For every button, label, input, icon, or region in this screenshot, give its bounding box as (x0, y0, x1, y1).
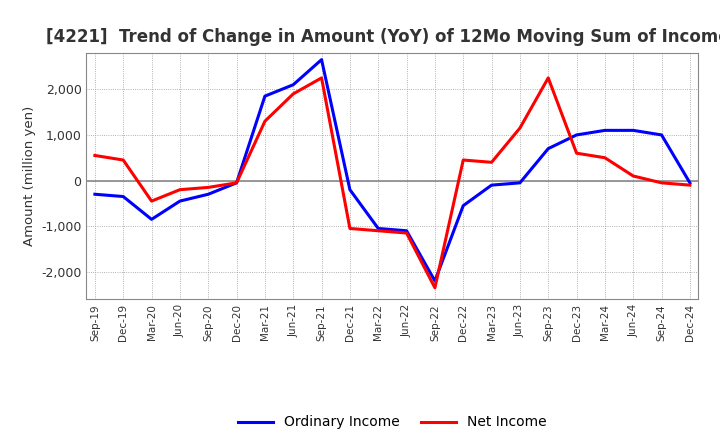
Legend: Ordinary Income, Net Income: Ordinary Income, Net Income (233, 410, 552, 435)
Ordinary Income (544, 146, 552, 151)
Ordinary Income (685, 180, 694, 186)
Ordinary Income (261, 94, 269, 99)
Net Income (204, 185, 212, 190)
Net Income (572, 150, 581, 156)
Net Income (148, 198, 156, 204)
Net Income (487, 160, 496, 165)
Ordinary Income (431, 279, 439, 284)
Ordinary Income (91, 191, 99, 197)
Net Income (119, 158, 127, 163)
Ordinary Income (516, 180, 524, 186)
Net Income (261, 119, 269, 124)
Ordinary Income (346, 187, 354, 192)
Net Income (289, 91, 297, 96)
Net Income (459, 158, 467, 163)
Ordinary Income (487, 183, 496, 188)
Net Income (176, 187, 184, 192)
Net Income (544, 75, 552, 81)
Net Income (685, 183, 694, 188)
Ordinary Income (148, 217, 156, 222)
Ordinary Income (176, 198, 184, 204)
Ordinary Income (402, 228, 411, 233)
Net Income (431, 285, 439, 290)
Net Income (629, 173, 637, 179)
Net Income (374, 228, 382, 233)
Ordinary Income (289, 82, 297, 88)
Line: Ordinary Income: Ordinary Income (95, 60, 690, 281)
Net Income (402, 231, 411, 236)
Y-axis label: Amount (million yen): Amount (million yen) (22, 106, 35, 246)
Ordinary Income (204, 191, 212, 197)
Net Income (600, 155, 609, 161)
Net Income (318, 75, 326, 81)
Ordinary Income (233, 180, 241, 186)
Net Income (91, 153, 99, 158)
Ordinary Income (572, 132, 581, 138)
Ordinary Income (600, 128, 609, 133)
Net Income (233, 180, 241, 186)
Line: Net Income: Net Income (95, 78, 690, 288)
Ordinary Income (119, 194, 127, 199)
Net Income (657, 180, 666, 186)
Title: [4221]  Trend of Change in Amount (YoY) of 12Mo Moving Sum of Incomes: [4221] Trend of Change in Amount (YoY) o… (45, 28, 720, 46)
Ordinary Income (318, 57, 326, 62)
Ordinary Income (657, 132, 666, 138)
Net Income (516, 125, 524, 131)
Ordinary Income (459, 203, 467, 208)
Ordinary Income (629, 128, 637, 133)
Ordinary Income (374, 226, 382, 231)
Net Income (346, 226, 354, 231)
